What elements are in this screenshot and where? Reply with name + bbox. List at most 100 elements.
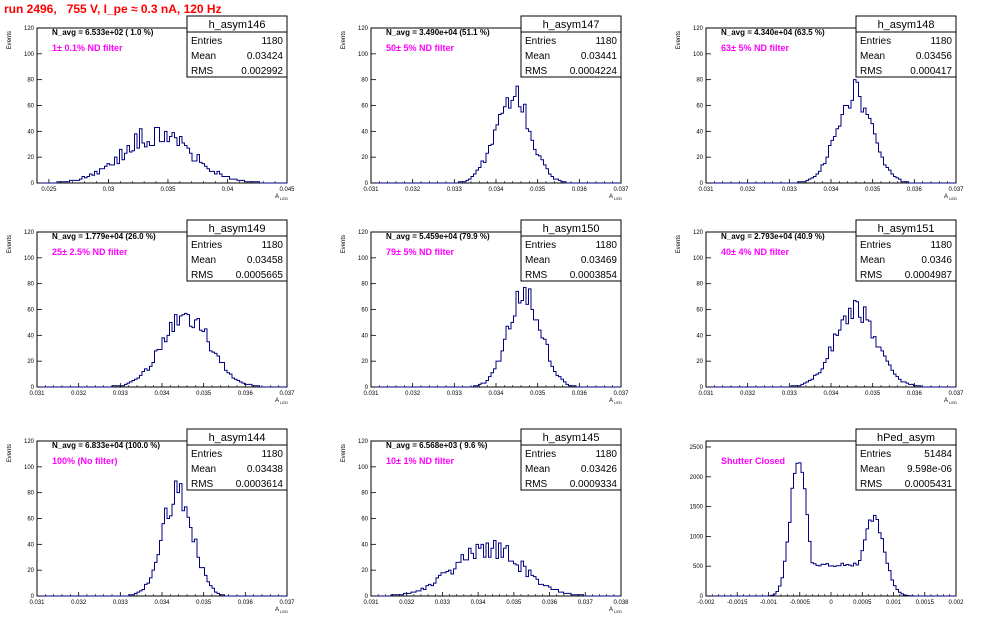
x-tick-label: 0.033 bbox=[782, 391, 798, 397]
y-tick-label: 20 bbox=[27, 568, 34, 574]
x-axis-label-sub: LED bbox=[279, 609, 288, 614]
x-axis-label-sub: LED bbox=[279, 196, 288, 201]
y-tick-label: 1500 bbox=[690, 505, 704, 511]
x-tick-label: 0.001 bbox=[886, 600, 902, 606]
x-tick-label: 0.033 bbox=[447, 391, 463, 397]
stats-label: RMS bbox=[525, 479, 548, 490]
x-tick-label: 0.036 bbox=[907, 187, 923, 193]
x-axis-label: A LED bbox=[944, 194, 957, 201]
x-tick-label: 0.04 bbox=[222, 187, 234, 193]
navg-annotation: N_avg = 3.490e+04 (51.1 %) bbox=[386, 28, 490, 37]
stats-box bbox=[855, 428, 957, 491]
y-tick-label: 100 bbox=[24, 256, 35, 262]
x-tick-label: 0.037 bbox=[613, 391, 629, 397]
stats-label: Mean bbox=[191, 255, 216, 266]
x-tick-label: 0.035 bbox=[160, 187, 176, 193]
x-axis-label-sub: LED bbox=[279, 400, 288, 405]
x-tick-label: 0.031 bbox=[698, 187, 714, 193]
stats-box bbox=[520, 428, 622, 491]
y-tick-label: 20 bbox=[27, 155, 34, 161]
y-tick-label: 60 bbox=[361, 104, 368, 110]
x-tick-label: 0.037 bbox=[948, 187, 964, 193]
x-axis-label: A LED bbox=[609, 398, 622, 405]
stats-label: Entries bbox=[191, 240, 222, 251]
y-tick-label: 100 bbox=[693, 52, 704, 58]
x-tick-label: 0.034 bbox=[154, 391, 170, 397]
y-tick-label: 120 bbox=[693, 26, 704, 32]
stats-value: 1180 bbox=[930, 36, 952, 47]
y-tick-label: 60 bbox=[361, 308, 368, 314]
y-tick-label: 80 bbox=[696, 78, 703, 84]
y-tick-label: 100 bbox=[358, 256, 369, 262]
histogram-name: h_asym151 bbox=[878, 223, 935, 235]
y-tick-label: 0 bbox=[31, 594, 35, 600]
stats-label: Mean bbox=[860, 464, 885, 475]
filter-annotation: 100% (No filter) bbox=[52, 456, 118, 466]
x-tick-label: 0.025 bbox=[41, 187, 57, 193]
y-tick-label: 120 bbox=[358, 230, 369, 236]
x-tick-label: 0.036 bbox=[572, 391, 588, 397]
stats-label: Mean bbox=[525, 464, 550, 475]
y-tick-label: 0 bbox=[365, 594, 369, 600]
x-tick-label: 0.035 bbox=[530, 391, 546, 397]
y-tick-label: 60 bbox=[27, 104, 34, 110]
y-tick-label: 0 bbox=[700, 594, 704, 600]
x-tick-label: 0.038 bbox=[613, 600, 629, 606]
y-tick-label: 0 bbox=[31, 181, 35, 187]
x-tick-label: 0.036 bbox=[238, 391, 254, 397]
stats-value: 0.0346 bbox=[921, 255, 952, 266]
stats-label: RMS bbox=[860, 270, 883, 281]
stats-value: 0.03426 bbox=[581, 464, 618, 475]
y-tick-label: 60 bbox=[27, 517, 34, 523]
stats-value: 0.0004224 bbox=[570, 66, 618, 77]
histogram-series bbox=[37, 480, 287, 597]
y-tick-label: 500 bbox=[693, 564, 704, 570]
histogram-name: h_asym147 bbox=[543, 19, 600, 31]
x-tick-label: 0.031 bbox=[29, 391, 45, 397]
y-tick-label: 120 bbox=[24, 439, 35, 445]
x-axis-label: A LED bbox=[609, 194, 622, 201]
histogram-series bbox=[706, 299, 956, 388]
navg-annotation: N_avg = 4.340e+04 (63.5 %) bbox=[721, 28, 825, 37]
stats-box bbox=[186, 219, 288, 282]
x-tick-label: 0.034 bbox=[154, 600, 170, 606]
histogram-series bbox=[371, 85, 621, 184]
stats-label: Entries bbox=[860, 449, 891, 460]
x-tick-label: 0.036 bbox=[542, 600, 558, 606]
y-axis-label: Events bbox=[7, 235, 13, 253]
panel-h_asym147: 0.031 0.032 0.033 0.034 0.035 0.036 0.037 0 20 40… bbox=[341, 15, 629, 201]
stats-value: 0.03458 bbox=[247, 255, 284, 266]
stats-label: Mean bbox=[525, 51, 550, 62]
y-tick-label: 80 bbox=[361, 78, 368, 84]
stats-label: RMS bbox=[525, 270, 548, 281]
stats-label: RMS bbox=[860, 479, 883, 490]
navg-annotation: N_avg = 5.459e+04 (79.9 %) bbox=[386, 232, 490, 241]
x-tick-label: 0.037 bbox=[279, 600, 295, 606]
x-tick-label: 0.033 bbox=[782, 187, 798, 193]
stats-value: 0.03438 bbox=[247, 464, 284, 475]
navg-annotation: N_avg = 6.533e+02 ( 1.0 %) bbox=[52, 28, 154, 37]
stats-value: 51484 bbox=[924, 449, 952, 460]
x-tick-label: -0.001 bbox=[760, 600, 778, 606]
stats-value: 0.03469 bbox=[581, 255, 618, 266]
x-tick-label: 0.032 bbox=[405, 187, 421, 193]
stats-value: 1180 bbox=[595, 36, 617, 47]
x-axis-label: A LED bbox=[609, 607, 622, 614]
stats-label: Mean bbox=[191, 464, 216, 475]
filter-annotation: 63± 5% ND filter bbox=[721, 43, 789, 53]
histogram-name: h_asym145 bbox=[543, 432, 600, 444]
x-axis-label-sub: LED bbox=[613, 196, 622, 201]
stats-label: Entries bbox=[860, 240, 891, 251]
y-tick-label: 0 bbox=[365, 385, 369, 391]
stats-label: Mean bbox=[860, 51, 885, 62]
x-tick-label: 0.037 bbox=[613, 187, 629, 193]
y-tick-label: 20 bbox=[696, 155, 703, 161]
y-tick-label: 40 bbox=[361, 542, 368, 548]
y-tick-label: 120 bbox=[693, 230, 704, 236]
panel-h_asym151: 0.031 0.032 0.033 0.034 0.035 0.036 0.037 0 20 40… bbox=[676, 219, 964, 405]
histogram-series bbox=[706, 79, 956, 184]
y-tick-label: 0 bbox=[31, 385, 35, 391]
histogram-name: h_asym150 bbox=[543, 223, 600, 235]
y-tick-label: 40 bbox=[361, 129, 368, 135]
stats-value: 0.03456 bbox=[916, 51, 953, 62]
